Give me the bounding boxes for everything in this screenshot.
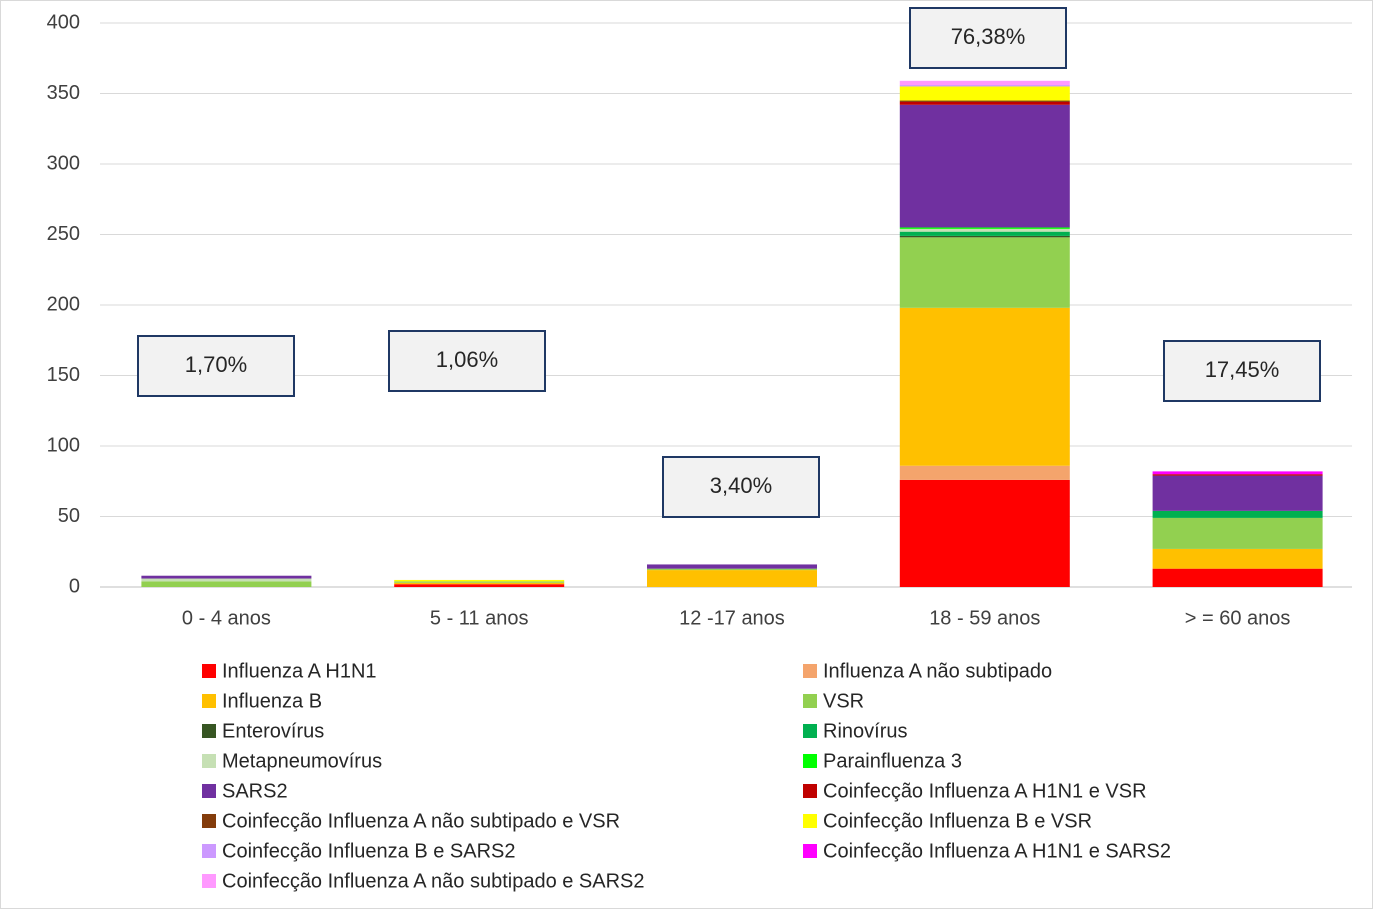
bar-segment <box>899 85 1070 87</box>
legend-swatch <box>202 694 216 708</box>
bar-segment <box>899 307 1070 466</box>
legend-label: Coinfecção Influenza A não subtipado e V… <box>222 810 620 832</box>
bar-segment <box>899 231 1070 236</box>
annotation: 1,70% <box>185 352 247 377</box>
bar-segment <box>899 235 1070 238</box>
legend-swatch <box>803 664 817 678</box>
x-tick-label: > = 60 anos <box>1185 607 1291 629</box>
bar-segment <box>647 570 817 587</box>
bar-segment <box>394 582 565 585</box>
legend-swatch <box>202 784 216 798</box>
bar-segment <box>141 578 312 582</box>
bar-segment <box>899 465 1070 480</box>
bar-segment <box>899 228 1070 232</box>
legend-label: Influenza A H1N1 <box>222 660 377 682</box>
bar-segment <box>899 104 1070 228</box>
legend-label: Rinovírus <box>823 720 907 742</box>
legend: Influenza A H1N1 Influenza A não subtipad… <box>202 660 1171 892</box>
annotation-box <box>909 7 1067 69</box>
annotation-box <box>388 330 546 392</box>
annotation: 3,40% <box>710 473 772 498</box>
bar-segment <box>647 564 817 569</box>
annotation: 1,06% <box>436 347 498 372</box>
annotation-box <box>137 335 295 397</box>
legend-swatch <box>803 724 817 738</box>
bar-segment <box>394 584 565 587</box>
legend-label: Influenza A não subtipado <box>823 660 1052 682</box>
legend-swatch <box>202 664 216 678</box>
legend-label: Parainfluenza 3 <box>823 750 962 772</box>
bar-segment <box>1152 510 1323 518</box>
legend-label: Coinfecção Influenza A não subtipado e S… <box>222 870 645 892</box>
bar-segment <box>899 237 1070 308</box>
y-tick-label: 350 <box>47 82 80 104</box>
y-tick-label: 0 <box>69 575 80 597</box>
y-tick-label: 100 <box>47 434 80 456</box>
bar-segment <box>141 581 312 587</box>
bar-segment <box>899 227 1070 229</box>
bar-segment <box>647 568 817 571</box>
legend-swatch <box>202 724 216 738</box>
legend-swatch <box>202 754 216 768</box>
annotation: 17,45% <box>1205 357 1280 382</box>
bar-segment <box>1152 475 1323 511</box>
legend-swatch <box>803 814 817 828</box>
legend-swatch <box>202 844 216 858</box>
legend-swatch <box>803 694 817 708</box>
x-tick-label: 0 - 4 anos <box>182 607 271 629</box>
annotation-box <box>662 456 820 518</box>
legend-label: Coinfecção Influenza B e SARS2 <box>222 840 516 862</box>
y-tick-label: 200 <box>47 293 80 315</box>
legend-swatch <box>202 874 216 888</box>
bar-segment <box>1152 474 1323 476</box>
bar-segment <box>1152 548 1323 569</box>
legend-label: Enterovírus <box>222 720 324 742</box>
y-tick-label: 400 <box>47 11 80 33</box>
y-tick-label: 50 <box>58 505 80 527</box>
bar-segment <box>1152 471 1323 475</box>
bar-segment <box>899 101 1070 105</box>
legend-label: Influenza B <box>222 690 322 712</box>
legend-label: VSR <box>823 690 864 712</box>
y-tick-label: 250 <box>47 223 80 245</box>
annotation: 76,38% <box>951 24 1026 49</box>
legend-swatch <box>803 844 817 858</box>
legend-label: Coinfecção Influenza B e VSR <box>823 810 1092 832</box>
legend-label: Coinfecção Influenza A H1N1 e SARS2 <box>823 840 1171 862</box>
y-tick-label: 150 <box>47 364 80 386</box>
bar-segment <box>394 579 565 582</box>
bar-segment <box>899 80 1070 86</box>
legend-swatch <box>803 784 817 798</box>
legend-swatch <box>202 814 216 828</box>
x-tick-label: 5 - 11 anos <box>430 607 529 629</box>
x-tick-label: 12 -17 anos <box>679 607 785 629</box>
bar-segment <box>899 100 1070 102</box>
annotation-box <box>1163 340 1321 402</box>
legend-swatch <box>803 754 817 768</box>
bar-segment <box>899 479 1070 587</box>
bar-segment <box>141 575 312 579</box>
x-tick-label: 18 - 59 anos <box>929 607 1040 629</box>
bar-segment <box>1152 517 1323 549</box>
bar-segment <box>394 581 565 583</box>
legend-label: Coinfecção Influenza A H1N1 e VSR <box>823 780 1147 802</box>
y-tick-label: 300 <box>47 152 80 174</box>
legend-label: SARS2 <box>222 780 288 802</box>
bar-segment <box>899 86 1070 101</box>
legend-label: Metapneumovírus <box>222 750 382 772</box>
bar-segment <box>1152 568 1323 587</box>
